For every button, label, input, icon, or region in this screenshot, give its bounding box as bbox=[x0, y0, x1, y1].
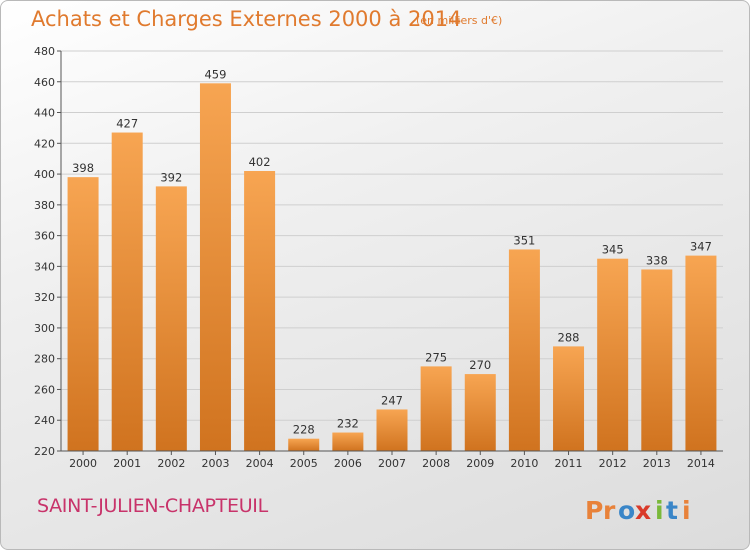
y-tick-label: 280 bbox=[34, 353, 55, 366]
logo-letter: r bbox=[603, 496, 616, 525]
bar-2005 bbox=[288, 438, 320, 451]
bar-2009 bbox=[464, 374, 496, 451]
bar-2014 bbox=[685, 255, 717, 451]
data-label-2004: 402 bbox=[249, 155, 271, 169]
y-tick-label: 480 bbox=[34, 45, 55, 58]
x-tick-label-2013: 2013 bbox=[643, 457, 671, 470]
bar-2011 bbox=[553, 346, 585, 451]
x-tick-label-2003: 2003 bbox=[201, 457, 229, 470]
logo-letter: t bbox=[666, 496, 678, 525]
bar-2006 bbox=[332, 432, 364, 451]
y-tick-label: 440 bbox=[34, 107, 55, 120]
logo-letter: o bbox=[618, 496, 635, 525]
y-tick-label: 360 bbox=[34, 230, 55, 243]
data-label-2005: 228 bbox=[293, 423, 315, 437]
bar-2001 bbox=[111, 132, 143, 452]
x-tick-label-2001: 2001 bbox=[113, 457, 141, 470]
bar-2000 bbox=[67, 177, 99, 451]
x-tick-label-2007: 2007 bbox=[378, 457, 406, 470]
logo-letter: i bbox=[655, 496, 664, 525]
y-tick-label: 420 bbox=[34, 137, 55, 150]
y-tick-label: 320 bbox=[34, 291, 55, 304]
data-label-2006: 232 bbox=[337, 417, 359, 431]
data-label-2008: 275 bbox=[425, 350, 447, 364]
bar-2010 bbox=[508, 249, 540, 451]
chart-title: Achats et Charges Externes 2000 à 2014 bbox=[31, 7, 462, 31]
logo-letter: x bbox=[635, 496, 651, 525]
data-label-2007: 247 bbox=[381, 393, 403, 407]
y-tick-label: 380 bbox=[34, 199, 55, 212]
data-label-2000: 398 bbox=[72, 161, 94, 175]
data-label-2009: 270 bbox=[469, 358, 491, 372]
bar-2004 bbox=[244, 171, 276, 451]
y-tick-label: 260 bbox=[34, 383, 55, 396]
chart-unit-note: (en milliers d'€) bbox=[416, 14, 503, 27]
x-tick-label-2009: 2009 bbox=[466, 457, 494, 470]
x-tick-label-2014: 2014 bbox=[687, 457, 715, 470]
data-label-2003: 459 bbox=[204, 67, 226, 81]
bar-2008 bbox=[420, 366, 452, 451]
x-tick-label-2006: 2006 bbox=[334, 457, 362, 470]
x-tick-label-2008: 2008 bbox=[422, 457, 450, 470]
data-label-2012: 345 bbox=[602, 243, 624, 257]
y-tick-label: 220 bbox=[34, 445, 55, 458]
data-label-2013: 338 bbox=[646, 253, 668, 267]
bar-2002 bbox=[155, 186, 187, 451]
x-tick-label-2002: 2002 bbox=[157, 457, 185, 470]
y-tick-label: 240 bbox=[34, 414, 55, 427]
logo-letter: i bbox=[682, 496, 691, 525]
data-label-2002: 392 bbox=[160, 170, 182, 184]
x-tick-label-2004: 2004 bbox=[246, 457, 274, 470]
data-label-2014: 347 bbox=[690, 240, 712, 254]
x-tick-label-2010: 2010 bbox=[510, 457, 538, 470]
x-tick-label-2012: 2012 bbox=[599, 457, 627, 470]
y-tick-label: 400 bbox=[34, 168, 55, 181]
y-tick-label: 340 bbox=[34, 260, 55, 273]
bar-2007 bbox=[376, 409, 408, 451]
x-tick-label-2011: 2011 bbox=[555, 457, 583, 470]
data-label-2001: 427 bbox=[116, 117, 138, 131]
bar-2012 bbox=[597, 258, 629, 451]
x-tick-label-2005: 2005 bbox=[290, 457, 318, 470]
data-label-2011: 288 bbox=[558, 330, 580, 344]
city-name: SAINT-JULIEN-CHAPTEUIL bbox=[37, 495, 268, 517]
data-label-2010: 351 bbox=[513, 233, 535, 247]
y-tick-label: 460 bbox=[34, 76, 55, 89]
x-tick-label-2000: 2000 bbox=[69, 457, 97, 470]
bar-2003 bbox=[199, 83, 231, 452]
bar-2013 bbox=[641, 269, 673, 451]
y-tick-label: 300 bbox=[34, 322, 55, 335]
logo-letter: P bbox=[585, 496, 603, 525]
